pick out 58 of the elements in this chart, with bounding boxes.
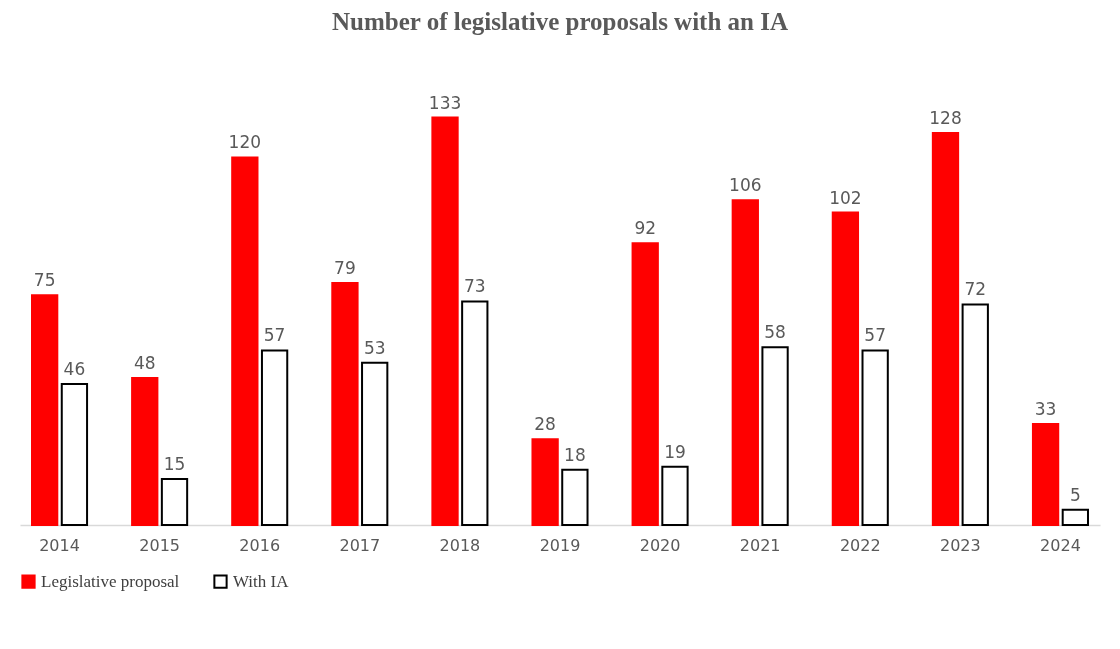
data-label: 57: [263, 325, 286, 346]
data-label: 73: [463, 276, 486, 297]
bar: [231, 156, 259, 526]
data-label: 48: [133, 352, 156, 373]
bar: [1031, 422, 1060, 526]
x-tick-label: 2019: [539, 535, 581, 555]
bar: [160, 478, 189, 526]
data-label: 92: [634, 218, 657, 239]
x-tick-label: 2015: [139, 535, 180, 555]
x-tick-label: 2018: [439, 535, 481, 555]
bar: [561, 468, 589, 526]
bar: [60, 383, 89, 526]
data-label: 33: [1034, 398, 1057, 419]
legend-label: With IA: [233, 571, 290, 591]
x-tick-label: 2024: [1040, 535, 1081, 555]
bar: [361, 361, 389, 526]
data-label: 120: [228, 132, 262, 153]
data-label: 19: [664, 441, 686, 462]
data-label: 106: [729, 175, 762, 196]
data-label: 15: [163, 454, 186, 475]
bar: [931, 131, 960, 526]
data-label: 18: [564, 444, 586, 465]
bar: [631, 242, 659, 526]
data-label: 58: [764, 322, 786, 343]
bar: [531, 438, 559, 526]
x-tick-label: 2022: [839, 535, 881, 555]
data-label: 128: [929, 107, 962, 128]
data-label: 72: [964, 279, 987, 300]
bar: [831, 211, 860, 526]
bar: [1061, 508, 1089, 526]
legend-label: Legislative proposal: [41, 571, 180, 591]
bar: [331, 282, 359, 526]
x-tick-label: 2016: [239, 535, 281, 555]
bar: [961, 303, 989, 526]
bar: [131, 376, 159, 526]
data-label: 53: [363, 337, 386, 358]
bar: [731, 199, 759, 526]
data-label: 133: [428, 92, 462, 113]
data-label: 57: [864, 325, 886, 346]
x-tick-label: 2014: [39, 535, 80, 555]
data-label: 5: [1069, 484, 1081, 505]
data-label: 102: [829, 187, 862, 208]
data-label: 28: [534, 414, 556, 435]
data-label: 46: [63, 359, 86, 380]
bar: [461, 300, 489, 526]
chart-title: Number of legislative proposals with an IA: [331, 8, 789, 35]
data-label: 79: [334, 258, 356, 279]
x-tick-label: 2017: [339, 535, 381, 555]
x-tick-label: 2021: [739, 535, 781, 555]
data-label: 75: [33, 270, 56, 291]
bar: [31, 294, 59, 526]
bar: [661, 465, 689, 526]
bar: [260, 349, 289, 526]
bar: [431, 116, 459, 526]
bar: [861, 349, 889, 526]
x-tick-label: 2023: [940, 535, 981, 555]
bar: [761, 346, 789, 526]
x-tick-label: 2020: [639, 535, 681, 555]
